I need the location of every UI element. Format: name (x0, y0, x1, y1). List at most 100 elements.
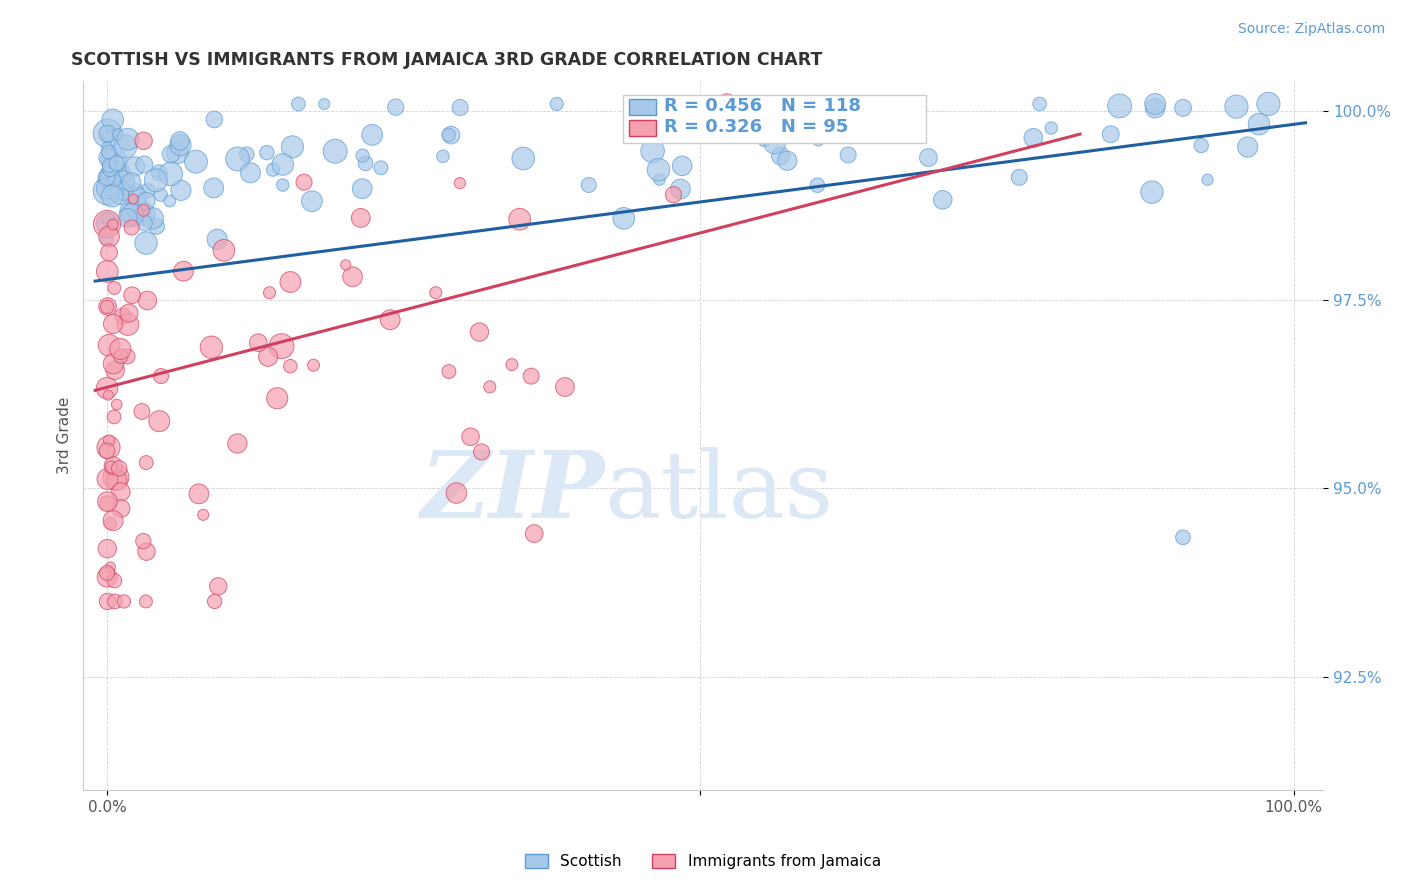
Point (135, 456, 157, 470)
Point (613, 211, 636, 226)
Point (100, 516, 122, 531)
Point (117, 132, 139, 146)
Point (134, 157, 156, 171)
Text: Source: ZipAtlas.com: Source: ZipAtlas.com (1237, 22, 1385, 37)
Point (135, 544, 157, 558)
Point (148, 166, 170, 180)
Point (226, 436, 249, 450)
Point (184, 154, 207, 169)
Text: atlas: atlas (605, 447, 834, 537)
Point (114, 139, 136, 153)
Point (97, 388, 120, 402)
Point (96, 140, 118, 154)
Point (837, 148, 859, 162)
Point (121, 288, 143, 302)
Point (352, 181, 374, 195)
Point (96, 494, 118, 508)
Point (98, 229, 121, 244)
Point (1008, 170, 1031, 185)
Point (96, 570, 118, 584)
Point (361, 128, 384, 142)
Point (281, 140, 304, 154)
Point (97, 300, 120, 314)
Point (135, 236, 157, 251)
Point (103, 281, 125, 295)
Point (169, 134, 191, 148)
Point (1108, 99, 1130, 113)
Point (131, 404, 153, 418)
Point (523, 526, 546, 541)
Point (520, 369, 543, 384)
Point (110, 485, 132, 500)
Point (124, 185, 146, 199)
Point (671, 159, 693, 173)
Point (96, 233, 118, 247)
Point (370, 161, 392, 175)
Point (136, 293, 159, 308)
Point (509, 212, 531, 227)
Point (280, 275, 302, 289)
Point (135, 194, 157, 208)
Point (204, 594, 226, 608)
Point (105, 398, 128, 412)
Point (98, 245, 121, 260)
Point (98, 159, 121, 173)
Point (501, 358, 523, 372)
Point (302, 358, 325, 372)
Point (149, 187, 172, 202)
Point (1099, 127, 1122, 141)
Point (98, 434, 121, 448)
Point (103, 153, 125, 168)
Point (314, 97, 336, 112)
Point (271, 178, 294, 192)
Point (648, 172, 671, 186)
Point (104, 470, 127, 484)
Point (97, 127, 120, 141)
Point (150, 369, 173, 384)
Legend: Scottish, Immigrants from Jamaica: Scottish, Immigrants from Jamaica (519, 848, 887, 875)
Point (101, 189, 124, 203)
Point (292, 175, 315, 189)
Point (118, 306, 141, 320)
Point (134, 216, 156, 230)
Point (111, 309, 134, 323)
Point (1144, 101, 1167, 115)
Point (121, 220, 143, 235)
Point (384, 100, 406, 114)
Point (256, 145, 278, 160)
Point (127, 190, 149, 204)
Point (754, 133, 776, 147)
Point (449, 176, 471, 190)
Point (132, 534, 155, 549)
Point (96, 264, 118, 278)
Point (101, 317, 124, 331)
Point (97, 441, 120, 455)
Point (108, 461, 131, 475)
Point (546, 97, 568, 112)
Point (471, 445, 494, 459)
Point (104, 181, 127, 195)
Point (148, 414, 170, 428)
Point (103, 409, 125, 424)
Text: R = 0.456   N = 118: R = 0.456 N = 118 (664, 97, 860, 115)
Point (187, 487, 209, 501)
Point (117, 318, 139, 332)
Point (96, 170, 118, 185)
Point (103, 173, 125, 187)
Point (104, 169, 127, 183)
Point (96, 216, 118, 230)
Point (96, 496, 118, 510)
Point (354, 156, 377, 170)
Point (900, 112, 922, 126)
Point (200, 340, 222, 354)
Point (287, 97, 309, 112)
Point (101, 514, 124, 528)
Point (104, 363, 127, 377)
Point (301, 194, 323, 209)
Point (142, 211, 165, 226)
Point (110, 349, 132, 363)
Point (136, 184, 159, 198)
Point (432, 149, 454, 163)
FancyBboxPatch shape (623, 95, 927, 143)
Point (145, 173, 167, 187)
